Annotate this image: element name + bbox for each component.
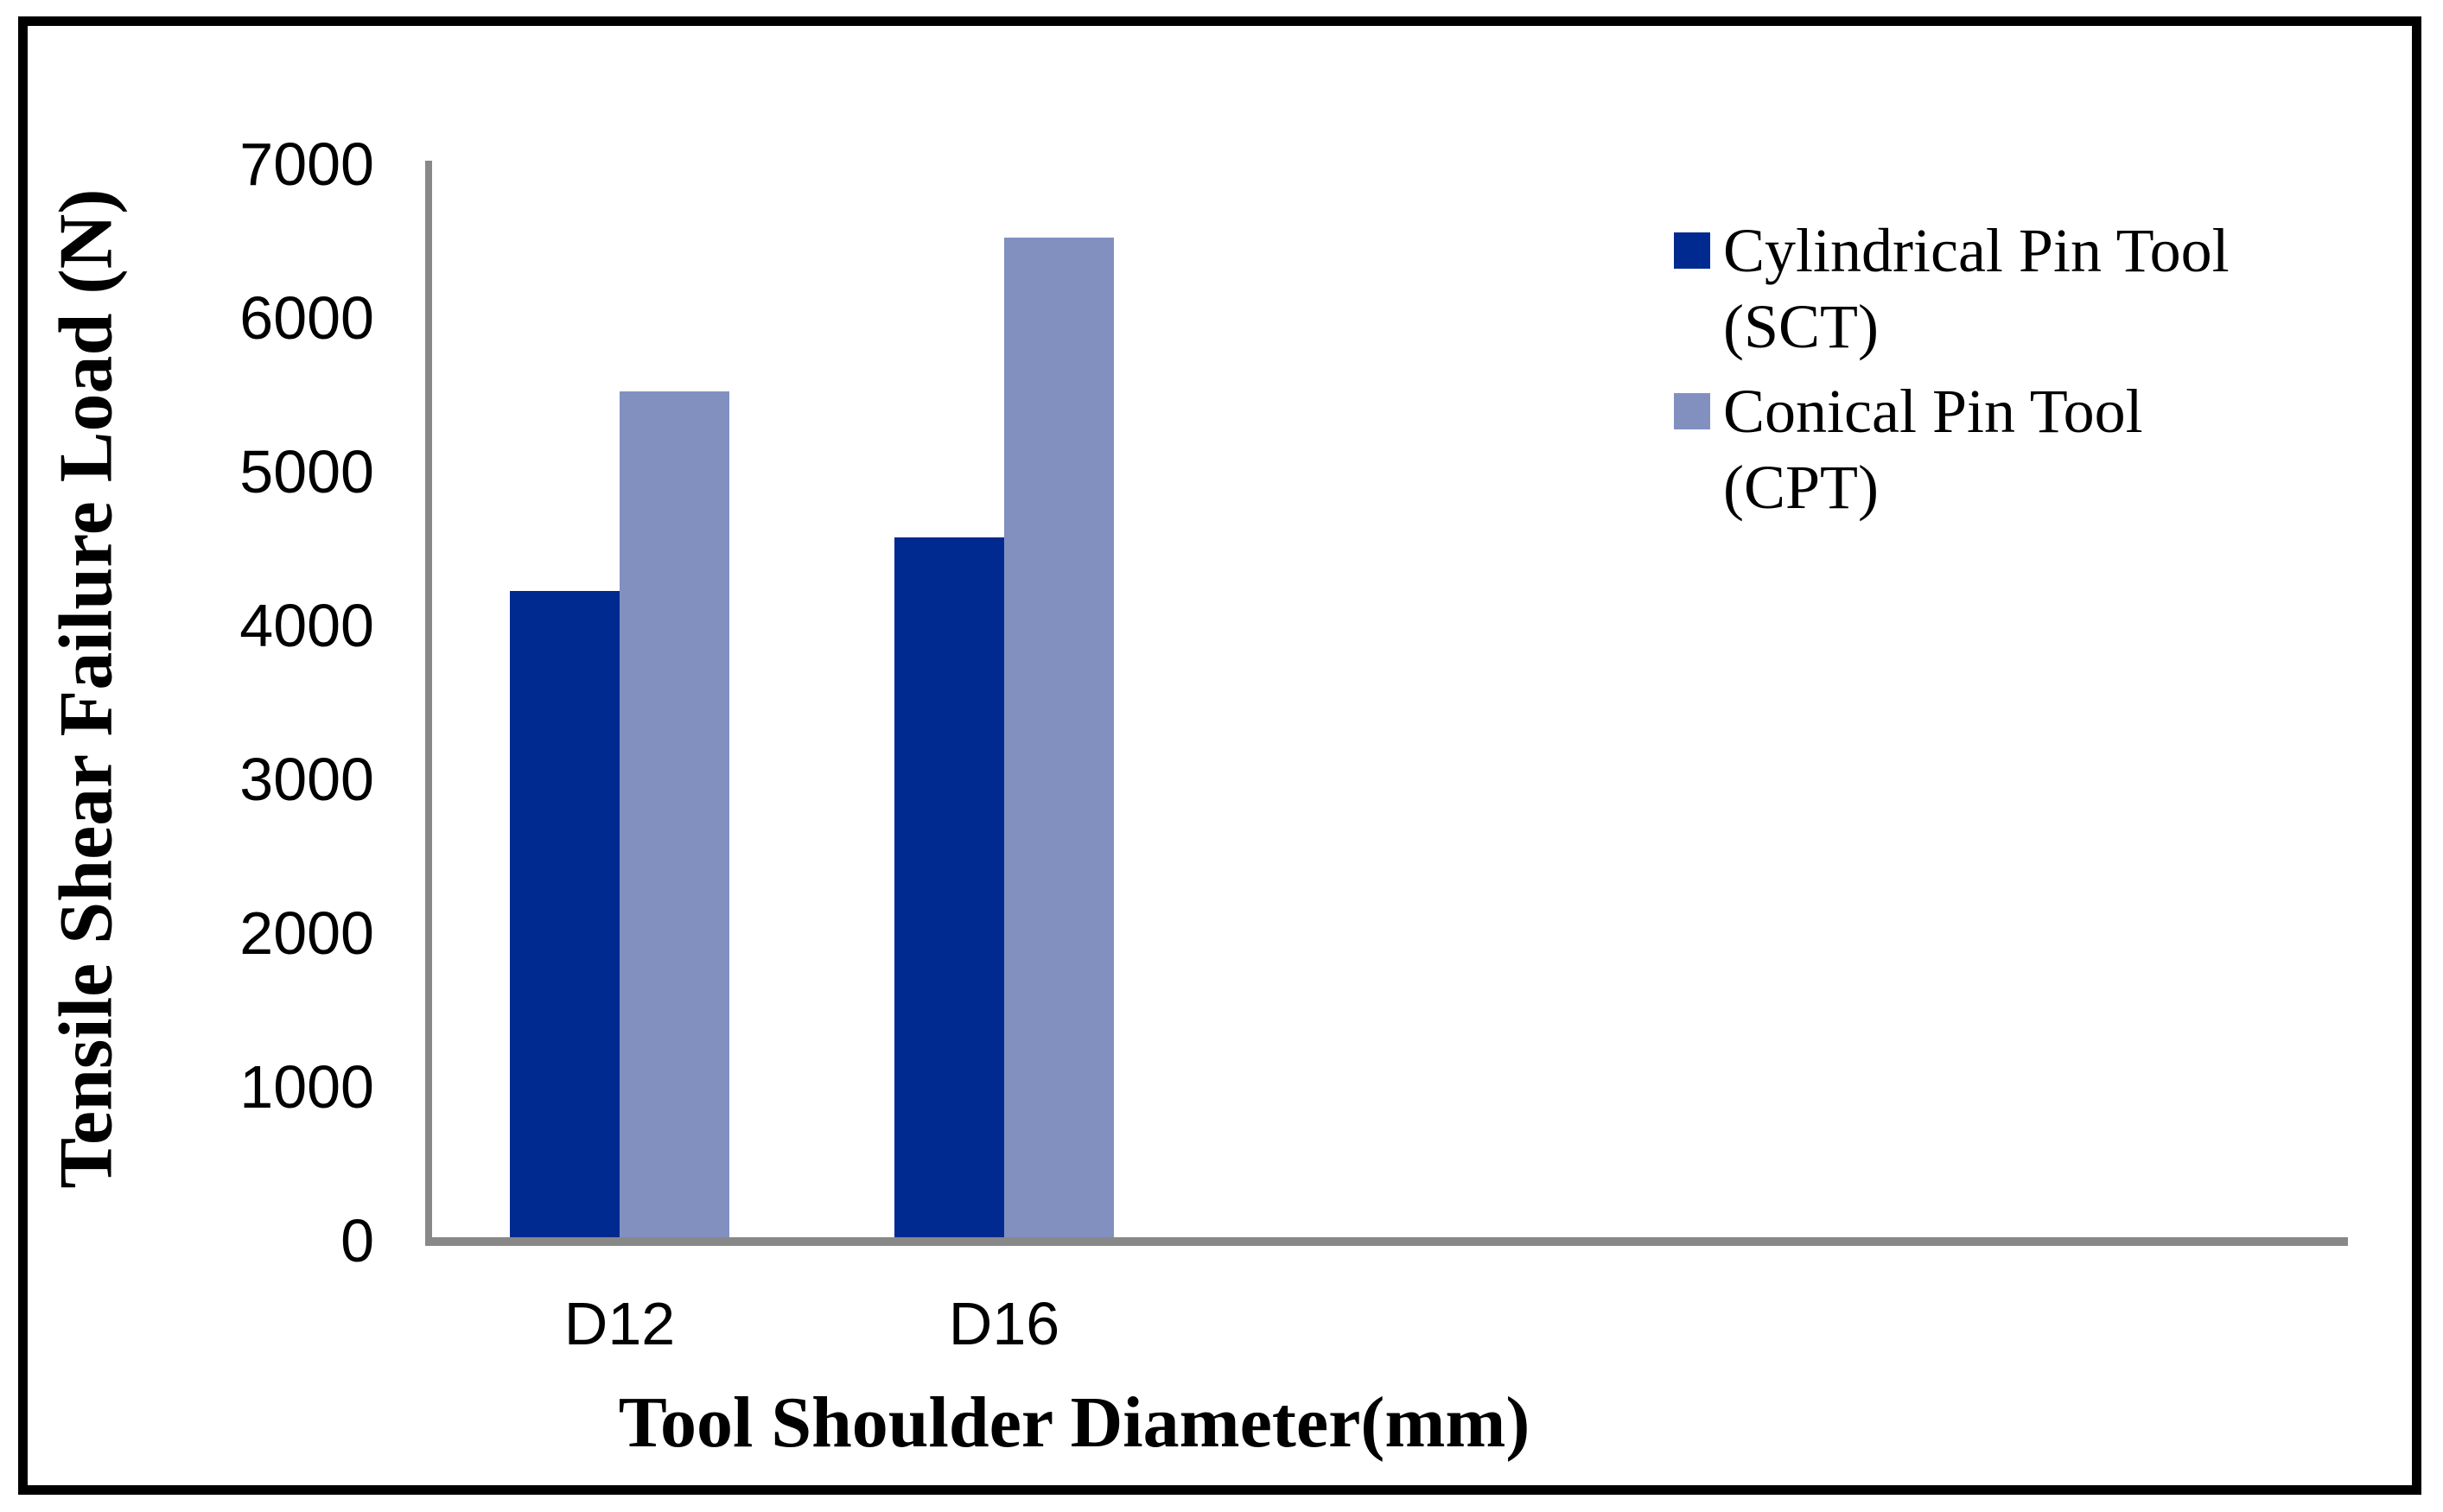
x-tick-label-d16: D16 xyxy=(948,1290,1060,1357)
chart-frame xyxy=(18,16,2421,1495)
legend-label: Cylindrical Pin Tool (SCT) xyxy=(1723,213,2380,365)
legend-swatch-icon xyxy=(1674,393,1710,429)
x-axis-title: Tool Shoulder Diameter(mm) xyxy=(618,1382,1530,1463)
y-tick-label: 3000 xyxy=(239,746,374,813)
legend-swatch-icon xyxy=(1674,232,1710,269)
bar-d12-cpt xyxy=(620,391,729,1237)
y-axis-line xyxy=(425,161,432,1246)
legend-label-line: Conical Pin Tool xyxy=(1723,377,2143,446)
bar-d16-sct xyxy=(894,537,1004,1237)
y-tick-label: 6000 xyxy=(239,284,374,352)
y-tick-label: 4000 xyxy=(239,592,374,659)
y-tick-label: 0 xyxy=(340,1207,374,1274)
y-tick-label: 1000 xyxy=(239,1053,374,1121)
legend-label-line: (CPT) xyxy=(1723,453,1879,522)
y-tick-label: 2000 xyxy=(239,899,374,967)
y-tick-label: 5000 xyxy=(239,438,374,505)
bar-d12-sct xyxy=(510,591,620,1237)
legend-label-line: (SCT) xyxy=(1723,292,1879,361)
legend-label: Conical Pin Tool (CPT) xyxy=(1723,373,2380,525)
x-tick-label-d12: D12 xyxy=(563,1290,676,1357)
bar-d16-cpt xyxy=(1004,238,1114,1237)
y-tick-label: 7000 xyxy=(239,130,374,198)
legend-label-line: Cylindrical Pin Tool xyxy=(1723,216,2230,285)
x-axis-line xyxy=(425,1237,2348,1246)
